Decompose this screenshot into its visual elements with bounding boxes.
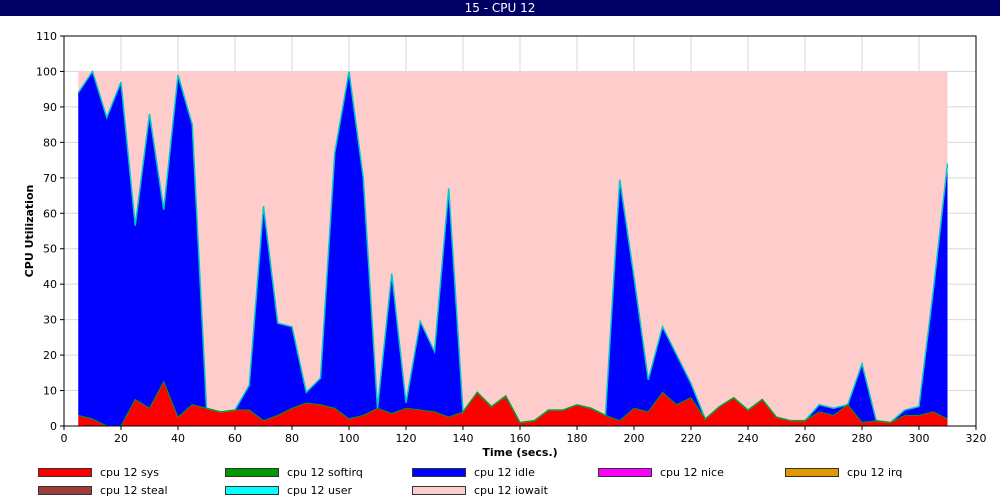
x-tick-label: 120 [396, 432, 417, 445]
area-cpu-12-sys [78, 381, 948, 426]
x-tick-label: 320 [966, 432, 987, 445]
x-tick-label: 20 [114, 432, 128, 445]
legend-label: cpu 12 idle [474, 466, 535, 479]
x-tick-label: 100 [339, 432, 360, 445]
series-line-cpu-12-softirq [78, 380, 948, 427]
x-tick-label: 240 [738, 432, 759, 445]
x-tick-label: 180 [567, 432, 588, 445]
stacked-area-chart: 0 20 40 60 80 100 120 140 160 180 200 220 240 260 280 3… [23, 30, 987, 459]
chart-title: 15 - CPU 12 [464, 1, 536, 15]
y-tick-label: 80 [43, 136, 57, 149]
x-tick-label: 80 [285, 432, 299, 445]
legend-label: cpu 12 nice [660, 466, 724, 479]
y-tick-label: 110 [36, 30, 57, 43]
area-cpu-12-iowait [78, 71, 948, 423]
area-cpu-12-idle [78, 71, 948, 426]
y-tick-label: 0 [50, 420, 57, 433]
series-lines [77, 69, 949, 427]
x-tick-label: 260 [795, 432, 816, 445]
chart-area: 0 20 40 60 80 100 120 140 160 180 200 220 240 260 280 3… [0, 16, 1000, 462]
legend-label: cpu 12 user [287, 484, 352, 497]
y-tick-label: 50 [43, 243, 57, 256]
x-tick-label: 140 [453, 432, 474, 445]
y-tick-label: 100 [36, 65, 57, 78]
legend-label: cpu 12 softirq [287, 466, 363, 479]
y-tick-label: 10 [43, 385, 57, 398]
x-tick-label: 200 [624, 432, 645, 445]
y-axis-label: CPU Utilization [23, 185, 36, 278]
legend-swatch [225, 468, 279, 477]
y-tick-label: 90 [43, 101, 57, 114]
legend-swatch [412, 468, 466, 477]
y-tick-label: 20 [43, 349, 57, 362]
x-tick-label: 220 [681, 432, 702, 445]
y-tick-label: 30 [43, 314, 57, 327]
legend-swatch [598, 468, 652, 477]
legend-label: cpu 12 iowait [474, 484, 548, 497]
legend-swatch [785, 468, 839, 477]
y-tick-label: 70 [43, 172, 57, 185]
x-tick-label: 0 [61, 432, 68, 445]
legend-swatch [38, 486, 92, 495]
legend-swatch [412, 486, 466, 495]
x-tick-label: 300 [909, 432, 930, 445]
series-areas [78, 71, 948, 426]
chart-legend: cpu 12 sys cpu 12 softirq cpu 12 idle cpu 1… [0, 462, 1000, 504]
x-axis-label: Time (secs.) [482, 446, 557, 459]
y-tick-label: 40 [43, 278, 57, 291]
x-tick-label: 280 [852, 432, 873, 445]
legend-label: cpu 12 sys [100, 466, 159, 479]
x-tick-label: 60 [228, 432, 242, 445]
x-tick-label: 160 [510, 432, 531, 445]
chart-title-bar: 15 - CPU 12 [0, 0, 1000, 16]
legend-label: cpu 12 irq [847, 466, 903, 479]
legend-swatch [225, 486, 279, 495]
axis-ticks: 0 20 40 60 80 100 120 140 160 180 200 220 240 260 280 3… [36, 30, 987, 445]
x-tick-label: 40 [171, 432, 185, 445]
legend-swatch [38, 468, 92, 477]
y-tick-label: 60 [43, 207, 57, 220]
legend-label: cpu 12 steal [100, 484, 168, 497]
